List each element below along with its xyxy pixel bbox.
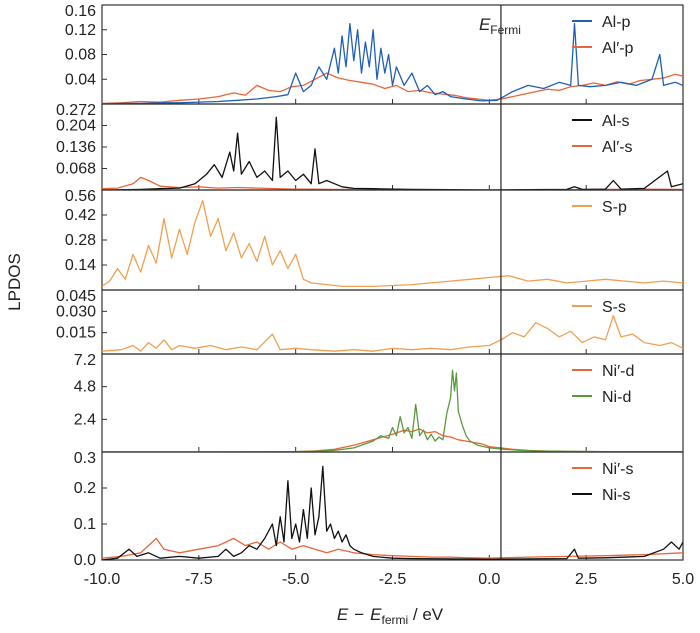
y-tick-label: 7.2 bbox=[74, 352, 96, 369]
x-title-efermi-sub: fermi bbox=[381, 613, 408, 627]
y-tick-label: 0.56 bbox=[65, 188, 96, 205]
y-tick-label: 0.14 bbox=[65, 257, 96, 274]
series-line bbox=[102, 314, 683, 352]
series-group bbox=[102, 314, 683, 352]
panel-frame bbox=[101, 103, 684, 191]
x-title-minus: − bbox=[354, 605, 364, 624]
x-title-unit: / eV bbox=[408, 605, 444, 624]
series-line bbox=[102, 369, 683, 452]
y-tick-label: 0.04 bbox=[65, 71, 96, 88]
y-tick-label: 0.3 bbox=[74, 450, 96, 467]
panel-frame bbox=[101, 189, 684, 291]
legend-label: Ni′-d bbox=[602, 363, 634, 380]
legend-label: Ni′-s bbox=[602, 461, 633, 478]
y-tick-label: 0.42 bbox=[65, 207, 96, 224]
legend-label: Al-p bbox=[602, 14, 631, 31]
y-tick-label: 0.1 bbox=[74, 516, 96, 533]
x-tick-label: -2.5 bbox=[379, 571, 407, 588]
panel-3: 0.14 0.28 0.42 0.56 S-p bbox=[65, 188, 684, 291]
legend-label: Ni-d bbox=[602, 389, 631, 406]
fermi-label-sub: Fermi bbox=[490, 23, 521, 37]
legend-label: Ni-s bbox=[602, 487, 630, 504]
x-title-e: E bbox=[337, 605, 349, 624]
series-line bbox=[102, 72, 683, 104]
x-tick-label: 0.0 bbox=[478, 571, 500, 588]
fermi-label: EFermi bbox=[479, 15, 521, 37]
y-tick-label: 0.16 bbox=[65, 3, 96, 20]
panel-frame bbox=[101, 289, 684, 355]
legend-label: S-s bbox=[602, 299, 626, 316]
series-group bbox=[102, 116, 683, 190]
legend-label: Al′-s bbox=[602, 139, 633, 156]
y-tick-label: 0.28 bbox=[65, 232, 96, 249]
series-line bbox=[102, 200, 683, 288]
fermi-label-main: E bbox=[479, 15, 491, 34]
y-tick-label: 2.4 bbox=[74, 411, 96, 428]
y-tick-label: 0.2 bbox=[74, 480, 96, 497]
y-tick-label: 0.204 bbox=[56, 118, 96, 135]
panel-frame bbox=[101, 451, 684, 561]
y-tick-label: 0.12 bbox=[65, 22, 96, 39]
x-axis-title: E − Efermi / eV bbox=[337, 605, 444, 627]
series-line bbox=[102, 465, 683, 560]
legend-label: S-p bbox=[602, 199, 627, 216]
series-line bbox=[102, 537, 683, 559]
legend-label: Al′-p bbox=[602, 40, 634, 57]
x-tick-label: -7.5 bbox=[185, 571, 213, 588]
y-tick-label: 0.015 bbox=[56, 325, 96, 342]
panel-5: 2.4 4.8 7.2 Ni′-d Ni-d bbox=[74, 352, 684, 453]
panels-layer: 0.04 0.08 0.12 0.16 Al-p Al′-p 0.068 0.136 0.204… bbox=[56, 3, 684, 569]
series-line bbox=[102, 22, 683, 104]
legend-label: Al-s bbox=[602, 113, 630, 130]
x-tick-label: 2.5 bbox=[575, 571, 597, 588]
y-tick-label: 0.045 bbox=[56, 288, 96, 305]
y-tick-label: 0.272 bbox=[56, 102, 96, 119]
series-group bbox=[102, 22, 683, 104]
y-axis-title: LPDOS bbox=[5, 253, 24, 311]
series-group bbox=[102, 200, 683, 288]
x-title-efermi: E bbox=[370, 605, 382, 624]
panel-frame bbox=[101, 4, 684, 105]
series-group bbox=[102, 369, 683, 452]
y-tick-label: 0.030 bbox=[56, 303, 96, 320]
panel-frame bbox=[101, 353, 684, 453]
y-tick-label: 0.08 bbox=[65, 47, 96, 64]
y-tick-label: 0.0 bbox=[74, 552, 96, 569]
x-tick-label: 5.0 bbox=[672, 571, 694, 588]
series-line bbox=[102, 116, 683, 190]
x-tick-label: -10.0 bbox=[84, 571, 121, 588]
y-tick-label: 0.068 bbox=[56, 161, 96, 178]
panel-1: 0.04 0.08 0.12 0.16 Al-p Al′-p bbox=[65, 3, 684, 105]
x-tick-label: -5.0 bbox=[282, 571, 310, 588]
x-axis-ticks: -10.0 -7.5 -5.0 -2.5 0.0 2.5 5.0 bbox=[84, 571, 694, 588]
series-group bbox=[102, 465, 683, 560]
y-tick-label: 0.136 bbox=[56, 139, 96, 156]
panel-6: 0.0 0.1 0.2 0.3 Ni′-s Ni-s bbox=[74, 450, 684, 569]
y-tick-label: 4.8 bbox=[74, 379, 96, 396]
